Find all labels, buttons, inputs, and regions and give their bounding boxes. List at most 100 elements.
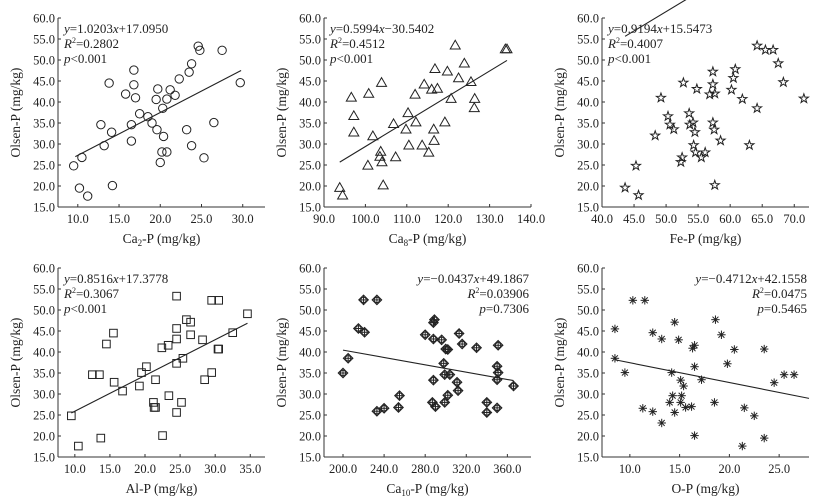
data-point: [135, 381, 144, 391]
x-tick-label: 10.0: [619, 462, 641, 476]
data-point: [654, 91, 667, 103]
data-point: [158, 431, 167, 440]
regression-line: [342, 349, 514, 382]
data-point: [723, 359, 732, 368]
data-point: [708, 178, 721, 191]
x-tick-label: 10.0: [67, 212, 89, 226]
data-point: [104, 78, 114, 88]
data-point: [96, 119, 106, 130]
data-point: [760, 344, 769, 354]
data-point: [199, 153, 209, 163]
data-point: [164, 391, 174, 400]
data-point: [468, 101, 481, 113]
data-point: [444, 369, 456, 381]
data-point: [106, 127, 117, 137]
data-point: [481, 396, 493, 408]
data-point: [172, 334, 181, 344]
scatter-panel-5: 15.0 20.0 25.0 30.0 35.0 40.0 45.0 50.0 55.0 60.0…: [274, 261, 531, 498]
regression-equation: y=0.5994x−30.5402: [328, 21, 434, 36]
y-axis-title: Olsen-P (mg/kg): [552, 318, 567, 408]
x-tick-label: 15.0: [108, 212, 130, 226]
y-tick-label: 35.0: [577, 366, 599, 380]
data-point: [610, 354, 620, 363]
data-point: [186, 59, 197, 69]
x-tick-label: 30.0: [232, 212, 254, 226]
y-tick-label: 40.0: [577, 95, 599, 109]
y-tick-label: 40.0: [299, 345, 321, 359]
regression-line: [339, 59, 508, 163]
data-point: [77, 152, 87, 163]
data-point: [186, 330, 195, 340]
data-point: [436, 334, 448, 346]
data-point: [439, 116, 451, 127]
data-point: [177, 398, 186, 407]
data-point: [184, 67, 194, 77]
x-tick-label: 15.0: [99, 462, 121, 476]
data-point: [389, 151, 402, 162]
y-tick-label: 20.0: [33, 179, 55, 193]
y-tick-label: 20.0: [33, 429, 55, 443]
r-squared-label: R2=0.3067: [63, 286, 120, 301]
data-point: [743, 138, 756, 151]
data-point: [427, 333, 439, 345]
data-point: [207, 368, 216, 377]
y-tick-label: 60.0: [299, 11, 321, 25]
data-point: [667, 122, 680, 135]
y-tick-label: 55.0: [299, 32, 321, 46]
data-point: [751, 39, 764, 51]
data-point: [452, 385, 464, 397]
data-point: [681, 403, 690, 412]
data-point: [708, 87, 721, 99]
x-axis-title: Ca8-P (mg/kg): [389, 231, 467, 248]
y-tick-label: 15.0: [33, 200, 55, 214]
y-tick-label: 50.0: [33, 303, 55, 317]
x-tick-label: 20.0: [134, 462, 156, 476]
y-tick-label: 20.0: [299, 179, 321, 193]
y-tick-label: 15.0: [299, 450, 321, 464]
x-tick-label: 35.0: [239, 462, 261, 476]
data-point: [661, 109, 675, 122]
x-tick-label: 130.0: [476, 212, 504, 226]
data-point: [336, 189, 349, 200]
data-point: [337, 367, 349, 379]
data-point: [366, 130, 379, 141]
data-point: [214, 344, 223, 354]
regression-equation: y=1.0203x+17.0950: [62, 21, 168, 36]
y-tick-label: 25.0: [299, 158, 321, 172]
data-point: [610, 324, 620, 334]
p-value-label: p<0.001: [63, 51, 107, 66]
x-tick-label: 30.0: [204, 462, 226, 476]
data-point: [158, 103, 168, 114]
data-point: [725, 83, 738, 95]
scatter-panel-4: 15.0 20.0 25.0 30.0 35.0 40.0 45.0 50.0 55.0 60.0…: [8, 261, 265, 496]
y-tick-label: 45.0: [299, 74, 321, 88]
y-tick-label: 45.0: [577, 74, 599, 88]
data-point: [143, 112, 153, 122]
data-point: [152, 125, 162, 135]
data-point: [471, 342, 483, 354]
y-tick-label: 30.0: [299, 137, 321, 151]
data-point: [170, 90, 180, 100]
x-tick-label: 70.0: [783, 212, 805, 226]
y-tick-label: 40.0: [577, 345, 599, 359]
data-point: [439, 396, 451, 408]
data-point: [690, 431, 699, 440]
r-squared-label: R2=0.2802: [63, 36, 119, 51]
data-point: [109, 328, 118, 338]
r-squared-label: R2=0.03906: [466, 286, 529, 301]
data-point: [648, 328, 657, 337]
data-point: [442, 389, 454, 401]
data-point: [137, 368, 146, 377]
x-tick-label: 20.0: [149, 212, 171, 226]
data-point: [683, 106, 696, 119]
data-point: [706, 78, 719, 90]
data-point: [67, 411, 76, 421]
data-point: [134, 109, 145, 119]
x-axis-title: Fe-P (mg/kg): [670, 231, 742, 246]
data-point: [149, 398, 158, 407]
data-point: [393, 390, 406, 402]
x-tick-label: 25.0: [191, 212, 213, 226]
data-point: [670, 408, 679, 417]
data-point: [676, 398, 685, 407]
data-point: [759, 43, 772, 56]
